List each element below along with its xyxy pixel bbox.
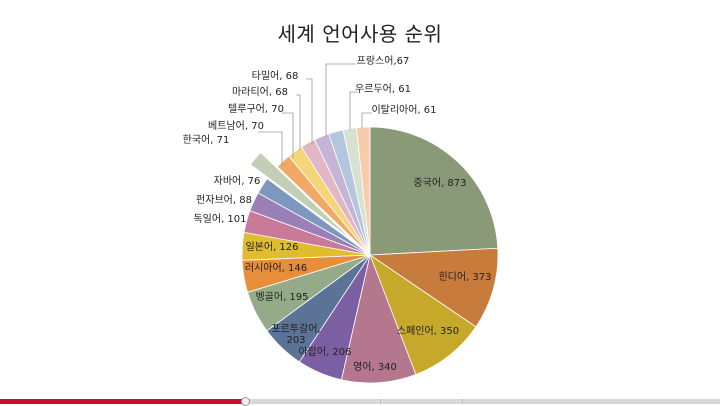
pie-slice-19 xyxy=(356,126,371,256)
data-label: 베트남어, 70 xyxy=(208,120,264,132)
data-label: 타밀어, 68 xyxy=(252,70,299,82)
chart-title: 세계 언어사용 순위 xyxy=(277,22,443,46)
data-label: 자바어, 76 xyxy=(214,175,261,187)
leader-line xyxy=(361,112,372,128)
leader-line xyxy=(296,94,301,150)
leader-line xyxy=(258,131,283,165)
pie-slice-2 xyxy=(369,253,477,376)
data-label: 영어, 340 xyxy=(353,361,397,373)
data-label: 일본어, 126 xyxy=(245,241,298,253)
video-scrubber-handle[interactable] xyxy=(240,397,250,406)
video-progress-fill xyxy=(0,399,245,404)
pie-slice-3 xyxy=(340,253,417,384)
video-progress-bar[interactable] xyxy=(0,397,720,406)
data-label: 중국어, 873 xyxy=(413,177,466,189)
data-label: 텔루구어, 70 xyxy=(228,103,284,115)
leader-line xyxy=(325,63,356,136)
progress-marker xyxy=(380,399,381,404)
pie-slice-0 xyxy=(369,126,499,256)
data-label: 러시아어, 146 xyxy=(245,262,307,274)
pie-slice-12 xyxy=(249,151,354,242)
data-label: 스페인어, 350 xyxy=(397,325,459,337)
data-label: 우르두어, 61 xyxy=(355,83,411,95)
data-label: 아랍어, 206 xyxy=(298,345,351,358)
data-label: 한국어, 71 xyxy=(183,134,230,146)
data-label: 프랑스어,67 xyxy=(357,55,410,67)
leader-line xyxy=(349,91,358,130)
leader-line xyxy=(282,112,294,158)
data-label: 펀자브어, 88 xyxy=(196,194,252,206)
data-label: 이탈리아어, 61 xyxy=(371,103,436,116)
data-label: 포르투갈어, 203 xyxy=(271,322,320,346)
data-label: 힌디어, 373 xyxy=(438,271,491,283)
pie-slice-11 xyxy=(257,178,371,256)
data-label: 마라티어, 68 xyxy=(232,86,288,98)
pie-slice-1 xyxy=(368,247,499,328)
leader-line xyxy=(306,78,313,144)
data-label: 독일어, 101 xyxy=(193,213,246,225)
progress-marker xyxy=(462,399,463,404)
data-label: 벵골어, 195 xyxy=(255,291,308,303)
